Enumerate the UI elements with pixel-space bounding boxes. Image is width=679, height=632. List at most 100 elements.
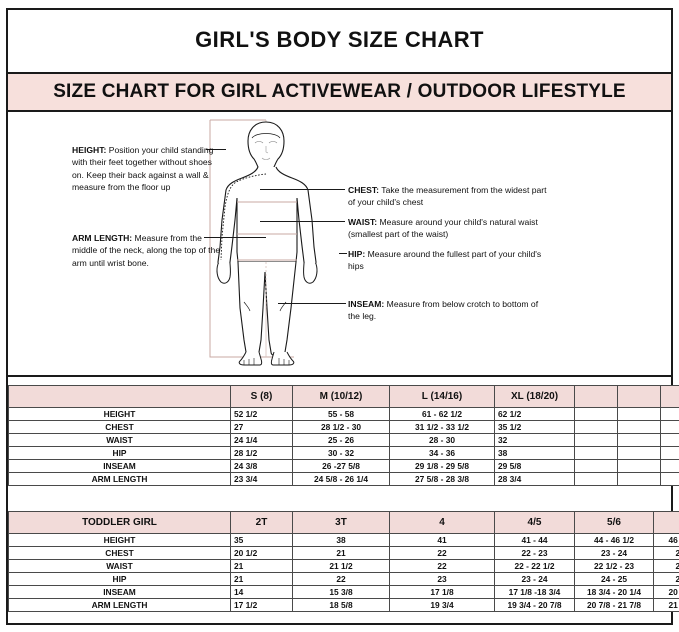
empty-cell [660,446,679,460]
girl-body-figure-icon [209,119,318,366]
empty-cell [574,407,618,421]
data-cell: 22 [389,559,495,573]
data-cell: 24 - 24 3/4 [653,546,679,560]
empty-cell [660,459,679,473]
data-cell: 19 3/4 - 20 7/8 [494,598,575,612]
empty-cell [660,472,679,486]
leader-line-chest [260,189,345,190]
page-subtitle-band: SIZE CHART FOR GIRL ACTIVEWEAR / OUTDOOR… [8,72,671,112]
data-cell: 61 - 62 1/2 [389,407,495,421]
row-label: HEIGHT [8,407,231,421]
table-row: INSEAM 24 3/8 26 -27 5/8 29 1/8 - 29 5/8 29 … [8,459,679,473]
empty-cell [617,420,661,434]
row-label: ARM LENGTH [8,472,231,486]
callout-chest-label: CHEST: [348,185,380,195]
column-header [617,385,661,408]
row-label: CHEST [8,420,231,434]
data-cell: 26 -27 5/8 [292,459,390,473]
row-label: HIP [8,446,231,460]
row-label: INSEAM [8,585,231,599]
callout-inseam: INSEAM: Measure from below crotch to bot… [348,298,548,323]
data-cell: 20 1/4 - 21 7/8 [653,585,679,599]
data-cell: 28 3/4 [494,472,575,486]
data-cell: 34 - 36 [389,446,495,460]
girls-size-table-head: S (8) M (10/12) L (14/16) XL (18/20) [8,385,679,408]
data-cell: 17 1/8 [389,585,495,599]
column-header: 6/6X [653,511,679,534]
data-cell: 38 [292,533,390,547]
callout-hip-label: HIP: [348,249,366,259]
data-cell: 32 [494,433,575,447]
data-cell: 35 [230,533,293,547]
data-cell: 35 1/2 [494,420,575,434]
leader-line-arm-length [204,237,266,238]
data-cell: 24 1/4 [230,433,293,447]
data-cell: 22 [292,572,390,586]
callout-waist-label: WAIST: [348,217,378,227]
data-cell: 19 3/4 [389,598,495,612]
column-header: 3T [292,511,390,534]
empty-cell [617,433,661,447]
data-cell: 24 - 25 [574,572,654,586]
data-cell: 41 - 44 [494,533,575,547]
data-cell: 28 - 30 [389,433,495,447]
data-cell: 27 5/8 - 28 3/8 [389,472,495,486]
data-cell: 44 - 46 1/2 [574,533,654,547]
data-cell: 28 1/2 [230,446,293,460]
table-row: ARM LENGTH 23 3/4 24 5/8 - 26 1/4 27 5/8 - … [8,472,679,486]
outer-frame [6,8,673,625]
column-header [574,385,618,408]
table-row: WAIST 24 1/4 25 - 26 28 - 30 32 [8,433,679,447]
data-cell: 28 1/2 - 30 [292,420,390,434]
data-cell: 22 1/2 - 23 [574,559,654,573]
data-cell: 31 1/2 - 33 1/2 [389,420,495,434]
empty-cell [574,433,618,447]
leader-line-hip [339,253,347,254]
column-header: 2T [230,511,293,534]
table-row: INSEAM 14 15 3/8 17 1/8 17 1/8 -18 3/4 18 3/4… [8,585,679,599]
data-cell: 17 1/8 -18 3/4 [494,585,575,599]
row-label: WAIST [8,433,231,447]
row-label: CHEST [8,546,231,560]
empty-cell [574,420,618,434]
page-title: GIRL'S BODY SIZE CHART [195,27,484,52]
data-cell: 21 [230,559,293,573]
callout-inseam-label: INSEAM: [348,299,385,309]
empty-cell [617,407,661,421]
column-header: S (8) [230,385,293,408]
column-header [660,385,679,408]
data-cell: 23 - 24 [574,546,654,560]
girls-size-table-body: HEIGHT 52 1/2 55 - 58 61 - 62 1/2 62 1/2 CHES… [8,407,679,486]
data-cell: 21 [292,546,390,560]
data-cell: 21 1/2 [292,559,390,573]
measurement-diagram: HEIGHT: Position your child standing wit… [8,112,671,375]
callout-arm-length-text: Measure from the middle of the neck, alo… [72,233,221,268]
data-cell: 24 3/8 [230,459,293,473]
data-cell: 46 1/2 - 48 1/2 [653,533,679,547]
callout-height-label: HEIGHT: [72,145,107,155]
page-title-band: GIRL'S BODY SIZE CHART [8,10,671,70]
data-cell: 22 - 23 [494,546,575,560]
data-cell: 38 [494,446,575,460]
row-label: WAIST [8,559,231,573]
data-cell: 41 [389,533,495,547]
data-cell: 14 [230,585,293,599]
callout-waist-text: Measure around your child's natural wais… [348,217,538,240]
data-cell: 23 3/4 [230,472,293,486]
data-cell: 20 1/2 [230,546,293,560]
column-header: L (14/16) [389,385,495,408]
girls-size-table: S (8) M (10/12) L (14/16) XL (18/20) HEIGHT… [8,385,679,486]
column-header: 4 [389,511,495,534]
empty-cell [617,459,661,473]
data-cell: 52 1/2 [230,407,293,421]
callout-arm-length-label: ARM LENGTH: [72,233,133,243]
table-separator [8,375,671,387]
empty-cell [660,420,679,434]
leader-line-inseam [278,303,346,304]
column-header: XL (18/20) [494,385,575,408]
